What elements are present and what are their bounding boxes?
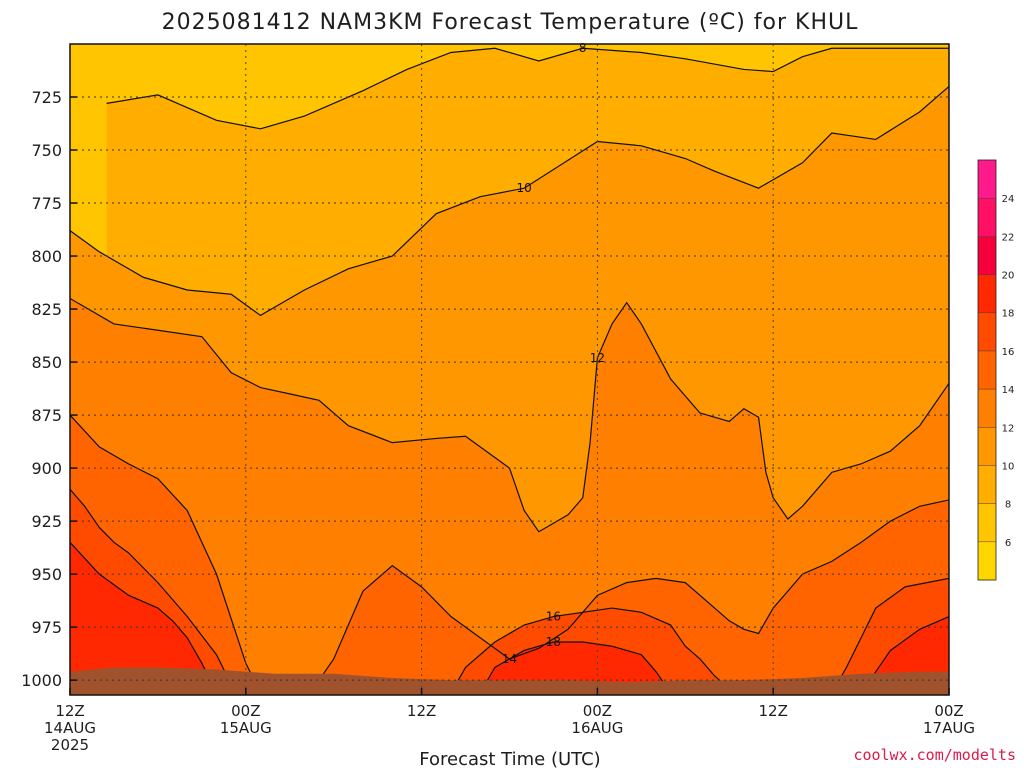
x-tick-label: 12Z — [407, 702, 436, 720]
colorbar-swatch — [978, 312, 996, 352]
colorbar-swatch — [978, 503, 996, 543]
contour-label-18: 18 — [546, 635, 561, 649]
colorbar-tick-label: 6 — [1005, 538, 1011, 549]
colorbar-tick-label: 12 — [1002, 423, 1015, 434]
y-tick-label: 1000 — [21, 671, 62, 690]
y-tick-label: 775 — [31, 194, 62, 213]
band-12 — [70, 298, 949, 695]
colorbar-frame — [977, 159, 997, 581]
contour-label-8: 8 — [579, 41, 587, 55]
x-tick-label: 00Z — [231, 702, 260, 720]
y-tick-label: 950 — [31, 565, 62, 584]
colorbar-tick-label: 10 — [1002, 461, 1015, 472]
x-tick-label: 2025 — [51, 736, 89, 754]
colorbar-tick-label: 14 — [1002, 385, 1015, 396]
colorbar-tick-label: 16 — [1002, 347, 1015, 358]
x-tick-label: 16AUG — [571, 719, 623, 737]
contour-label-14: 14 — [502, 652, 517, 666]
y-tick-label: 750 — [31, 141, 62, 160]
colorbar-swatch — [978, 427, 996, 466]
x-tick-label: 17AUG — [923, 719, 975, 737]
y-tick-label: 800 — [31, 247, 62, 266]
contour-labels: 8 10 12 14 16 18 — [502, 41, 605, 666]
grid-lines — [69, 44, 950, 695]
plot-frame — [69, 43, 950, 696]
colorbar-legend: 6 8 10 12 14 16 18 20 22 24 — [977, 159, 1015, 581]
source-credit: coolwx.com/modelts — [853, 746, 1016, 764]
x-axis-label: Forecast Time (UTC) — [419, 749, 600, 768]
colorbar-swatch — [978, 236, 996, 276]
x-tick-label: 00Z — [583, 702, 612, 720]
y-tick-label: 900 — [31, 459, 62, 478]
colorbar-swatch — [978, 198, 996, 237]
contour-label-12: 12 — [590, 351, 605, 365]
y-tick-label: 725 — [31, 88, 62, 107]
colorbar-tick-label: 8 — [1005, 500, 1011, 511]
contour-line-10 — [70, 85, 949, 317]
y-axis-ticks: 725 750 775 800 825 850 875 900 925 950 975 1000 — [21, 88, 77, 690]
x-tick-label: 12Z — [55, 702, 84, 720]
contour-line-8 — [106, 47, 949, 130]
x-tick-label: 15AUG — [220, 719, 272, 737]
contour-line-12 — [70, 297, 949, 533]
colorbar-swatch — [978, 274, 996, 314]
colorbar-tick-label: 18 — [1002, 309, 1015, 320]
y-tick-label: 925 — [31, 512, 62, 531]
contour-label-16: 16 — [546, 610, 561, 624]
colorbar-tick-label: 20 — [1002, 271, 1015, 282]
y-tick-label: 850 — [31, 353, 62, 372]
colorbar-swatch — [978, 389, 996, 428]
colorbar-swatch — [978, 465, 996, 505]
x-tick-label: 00Z — [934, 702, 963, 720]
colorbar-tick-label: 24 — [1002, 194, 1015, 205]
y-tick-label: 975 — [31, 618, 62, 637]
y-tick-label: 875 — [31, 406, 62, 425]
x-tick-label: 12Z — [759, 702, 788, 720]
band-14 — [70, 415, 949, 695]
terrain-surface — [70, 667, 949, 695]
colorbar-tick-label: 22 — [1002, 232, 1015, 243]
chart-title: 2025081412 NAM3KM Forecast Temperature (… — [162, 10, 859, 35]
y-tick-label: 825 — [31, 300, 62, 319]
x-tick-label: 14AUG — [44, 719, 96, 737]
contour-label-10: 10 — [517, 181, 532, 195]
colorbar-swatch — [978, 350, 996, 390]
temperature-bands — [70, 44, 949, 695]
colorbar-swatch — [978, 541, 996, 581]
colorbar-swatch — [978, 160, 996, 199]
